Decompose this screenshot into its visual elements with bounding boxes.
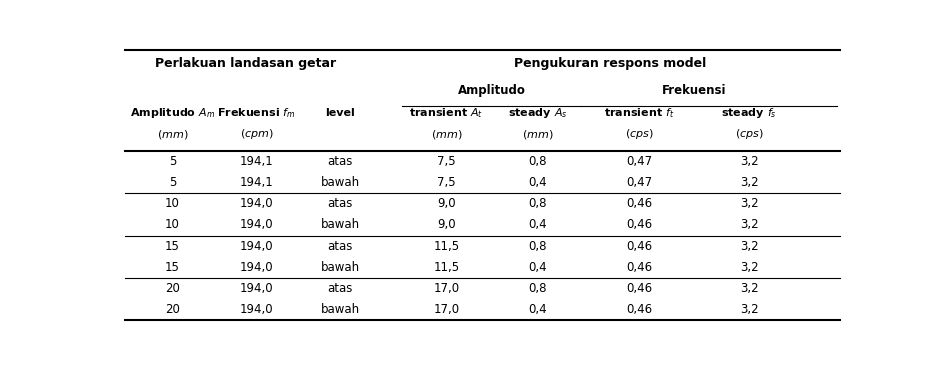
Text: Pengukuran respons model: Pengukuran respons model — [514, 57, 706, 70]
Text: 15: 15 — [165, 261, 180, 274]
Text: 0,4: 0,4 — [528, 261, 547, 274]
Text: 9,0: 9,0 — [437, 197, 456, 210]
Text: bawah: bawah — [321, 261, 360, 274]
Text: 0,8: 0,8 — [528, 282, 546, 295]
Text: atas: atas — [328, 155, 353, 168]
Text: 10: 10 — [165, 197, 180, 210]
Text: bawah: bawah — [321, 303, 360, 316]
Text: steady $f_s$: steady $f_s$ — [722, 106, 777, 120]
Text: 20: 20 — [165, 303, 180, 316]
Text: 194,0: 194,0 — [239, 261, 273, 274]
Text: 3,2: 3,2 — [739, 197, 758, 210]
Text: bawah: bawah — [321, 219, 360, 231]
Text: transient $A_t$: transient $A_t$ — [409, 106, 483, 120]
Text: 20: 20 — [165, 282, 180, 295]
Text: $(cps)$: $(cps)$ — [625, 127, 654, 141]
Text: 3,2: 3,2 — [739, 155, 758, 168]
Text: Frekuensi: Frekuensi — [662, 84, 726, 97]
Text: steady $A_s$: steady $A_s$ — [508, 106, 567, 120]
Text: $(cpm)$: $(cpm)$ — [239, 127, 273, 141]
Text: 0,46: 0,46 — [626, 303, 653, 316]
Text: 0,46: 0,46 — [626, 219, 653, 231]
Text: atas: atas — [328, 282, 353, 295]
Text: 0,47: 0,47 — [626, 176, 653, 189]
Text: 11,5: 11,5 — [433, 240, 460, 253]
Text: atas: atas — [328, 197, 353, 210]
Text: 5: 5 — [169, 155, 176, 168]
Text: 3,2: 3,2 — [739, 303, 758, 316]
Text: 0,4: 0,4 — [528, 303, 547, 316]
Text: 0,46: 0,46 — [626, 282, 653, 295]
Text: 0,8: 0,8 — [528, 240, 546, 253]
Text: $(cps)$: $(cps)$ — [735, 127, 764, 141]
Text: 7,5: 7,5 — [437, 155, 456, 168]
Text: 0,4: 0,4 — [528, 176, 547, 189]
Text: 194,0: 194,0 — [239, 282, 273, 295]
Text: 3,2: 3,2 — [739, 261, 758, 274]
Text: 0,46: 0,46 — [626, 261, 653, 274]
Text: atas: atas — [328, 240, 353, 253]
Text: 3,2: 3,2 — [739, 176, 758, 189]
Text: Amplitudo $A_m$: Amplitudo $A_m$ — [130, 106, 215, 120]
Text: 3,2: 3,2 — [739, 282, 758, 295]
Text: 194,0: 194,0 — [239, 219, 273, 231]
Text: bawah: bawah — [321, 176, 360, 189]
Text: 0,46: 0,46 — [626, 197, 653, 210]
Text: 194,1: 194,1 — [239, 155, 273, 168]
Text: 0,46: 0,46 — [626, 240, 653, 253]
Text: 3,2: 3,2 — [739, 240, 758, 253]
Text: transient $f_t$: transient $f_t$ — [605, 106, 675, 120]
Text: 0,4: 0,4 — [528, 219, 547, 231]
Text: 17,0: 17,0 — [433, 303, 460, 316]
Text: 17,0: 17,0 — [433, 282, 460, 295]
Text: 3,2: 3,2 — [739, 219, 758, 231]
Text: level: level — [326, 108, 355, 118]
Text: 15: 15 — [165, 240, 180, 253]
Text: 7,5: 7,5 — [437, 176, 456, 189]
Text: $(mm)$: $(mm)$ — [156, 128, 188, 141]
Text: Perlakuan landasan getar: Perlakuan landasan getar — [154, 57, 336, 70]
Text: $(mm)$: $(mm)$ — [430, 128, 462, 141]
Text: 10: 10 — [165, 219, 180, 231]
Text: 194,0: 194,0 — [239, 197, 273, 210]
Text: 0,8: 0,8 — [528, 197, 546, 210]
Text: 194,0: 194,0 — [239, 240, 273, 253]
Text: 5: 5 — [169, 176, 176, 189]
Text: Frekuensi $f_m$: Frekuensi $f_m$ — [218, 106, 296, 120]
Text: 11,5: 11,5 — [433, 261, 460, 274]
Text: 194,0: 194,0 — [239, 303, 273, 316]
Text: 0,47: 0,47 — [626, 155, 653, 168]
Text: Amplitudo: Amplitudo — [458, 84, 526, 97]
Text: $(mm)$: $(mm)$ — [522, 128, 553, 141]
Text: 0,8: 0,8 — [528, 155, 546, 168]
Text: 9,0: 9,0 — [437, 219, 456, 231]
Text: 194,1: 194,1 — [239, 176, 273, 189]
